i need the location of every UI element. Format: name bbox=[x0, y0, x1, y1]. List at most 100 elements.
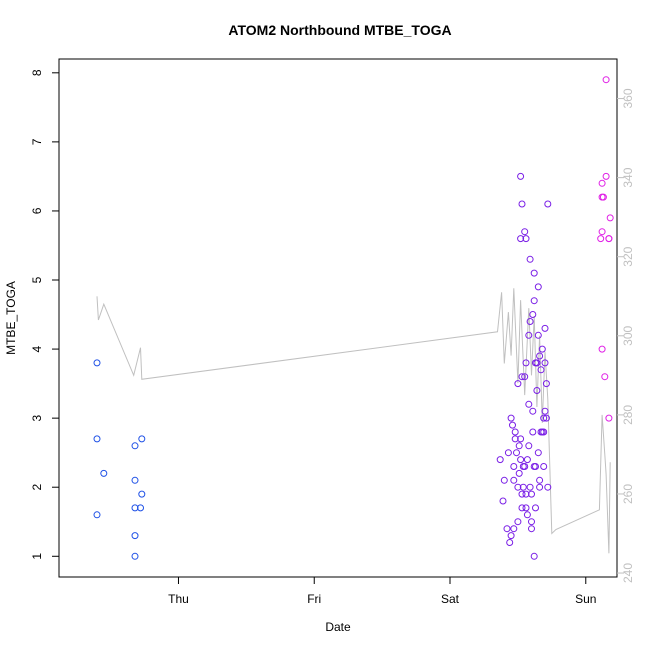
data-point bbox=[544, 483, 552, 491]
data-point bbox=[514, 483, 522, 491]
data-point bbox=[534, 331, 542, 339]
x-tick-label: Sun bbox=[575, 592, 596, 606]
gray-line-series bbox=[96, 288, 611, 554]
data-point bbox=[131, 504, 139, 512]
data-point bbox=[541, 324, 549, 332]
y-tick-label: 2 bbox=[30, 484, 44, 491]
y-tick-label: 3 bbox=[30, 414, 44, 421]
data-point bbox=[138, 435, 146, 443]
data-point bbox=[526, 255, 534, 263]
data-point bbox=[528, 518, 535, 526]
data-point bbox=[517, 435, 525, 443]
x-tick-label: Sat bbox=[441, 592, 460, 606]
data-point bbox=[533, 359, 541, 367]
y2-tick-label: 340 bbox=[621, 167, 635, 187]
data-point bbox=[605, 235, 613, 243]
data-point bbox=[499, 497, 507, 505]
data-point bbox=[606, 214, 614, 222]
data-point bbox=[536, 476, 544, 484]
data-point bbox=[530, 463, 538, 470]
data-point bbox=[538, 345, 546, 353]
data-point bbox=[544, 200, 552, 208]
data-point bbox=[93, 511, 101, 519]
data-point bbox=[503, 525, 511, 533]
data-point bbox=[532, 504, 539, 512]
data-point bbox=[515, 442, 523, 450]
axes: 1 2 3 4 5 6 7 8 240 260 280 300 320 340 360 Thu Fri Sat Su… bbox=[30, 69, 635, 606]
y-tick-label: 6 bbox=[30, 207, 44, 214]
data-point bbox=[496, 456, 504, 464]
data-point bbox=[518, 373, 526, 381]
data-point bbox=[131, 532, 139, 540]
data-point bbox=[510, 476, 518, 484]
data-point bbox=[528, 490, 535, 498]
data-point bbox=[504, 449, 512, 457]
data-point bbox=[533, 387, 541, 394]
point-series bbox=[93, 76, 614, 560]
data-point bbox=[131, 552, 139, 560]
data-point bbox=[540, 463, 548, 470]
data-point bbox=[517, 456, 525, 464]
data-point bbox=[525, 400, 533, 408]
data-point bbox=[514, 518, 522, 526]
data-point bbox=[598, 345, 606, 353]
data-point bbox=[534, 449, 542, 457]
data-point bbox=[528, 525, 535, 533]
y2-tick-label: 280 bbox=[621, 405, 635, 425]
data-point bbox=[534, 283, 542, 291]
x-tick-label: Thu bbox=[168, 592, 189, 606]
data-point bbox=[507, 414, 515, 422]
chart-title: ATOM2 Northbound MTBE_TOGA bbox=[228, 22, 451, 38]
data-point bbox=[523, 511, 531, 519]
data-point bbox=[514, 380, 522, 388]
data-point bbox=[510, 463, 518, 470]
data-point bbox=[100, 469, 108, 477]
plot-frame bbox=[58, 58, 618, 578]
data-point bbox=[522, 359, 530, 367]
data-point bbox=[598, 228, 606, 236]
y2-tick-label: 260 bbox=[621, 484, 635, 504]
data-point bbox=[602, 172, 610, 180]
data-point bbox=[500, 476, 508, 484]
data-point bbox=[511, 435, 519, 443]
data-point bbox=[529, 311, 537, 318]
data-point bbox=[542, 380, 550, 388]
data-point bbox=[542, 414, 550, 422]
data-point bbox=[518, 200, 526, 208]
data-point bbox=[506, 539, 514, 546]
y-tick-label: 4 bbox=[30, 345, 44, 352]
gray-line bbox=[96, 288, 611, 554]
data-point bbox=[507, 532, 515, 540]
y2-tick-label: 320 bbox=[621, 246, 635, 266]
data-point bbox=[523, 456, 531, 464]
y-tick-label: 8 bbox=[30, 69, 44, 76]
y-tick-label: 5 bbox=[30, 276, 44, 283]
data-point bbox=[93, 435, 101, 443]
data-point bbox=[509, 421, 516, 429]
y2-tick-label: 360 bbox=[621, 88, 635, 108]
data-point bbox=[598, 193, 606, 201]
data-point bbox=[529, 407, 537, 415]
data-point bbox=[521, 373, 529, 381]
y-tick-label: 7 bbox=[30, 138, 44, 145]
data-point bbox=[530, 297, 538, 305]
y-tick-label: 1 bbox=[30, 553, 44, 560]
data-point bbox=[510, 525, 518, 533]
data-point bbox=[536, 352, 544, 360]
data-point bbox=[530, 552, 538, 560]
data-point bbox=[537, 428, 545, 436]
data-point bbox=[602, 76, 610, 84]
data-point bbox=[522, 504, 530, 512]
data-point bbox=[601, 373, 609, 381]
data-point bbox=[529, 428, 537, 436]
data-point bbox=[526, 318, 534, 325]
data-point bbox=[131, 442, 139, 450]
data-point bbox=[131, 476, 139, 484]
data-point bbox=[513, 449, 520, 457]
data-point bbox=[540, 414, 548, 422]
data-point bbox=[536, 483, 544, 491]
data-point bbox=[537, 366, 545, 374]
data-point bbox=[519, 483, 527, 491]
data-point bbox=[526, 483, 534, 491]
